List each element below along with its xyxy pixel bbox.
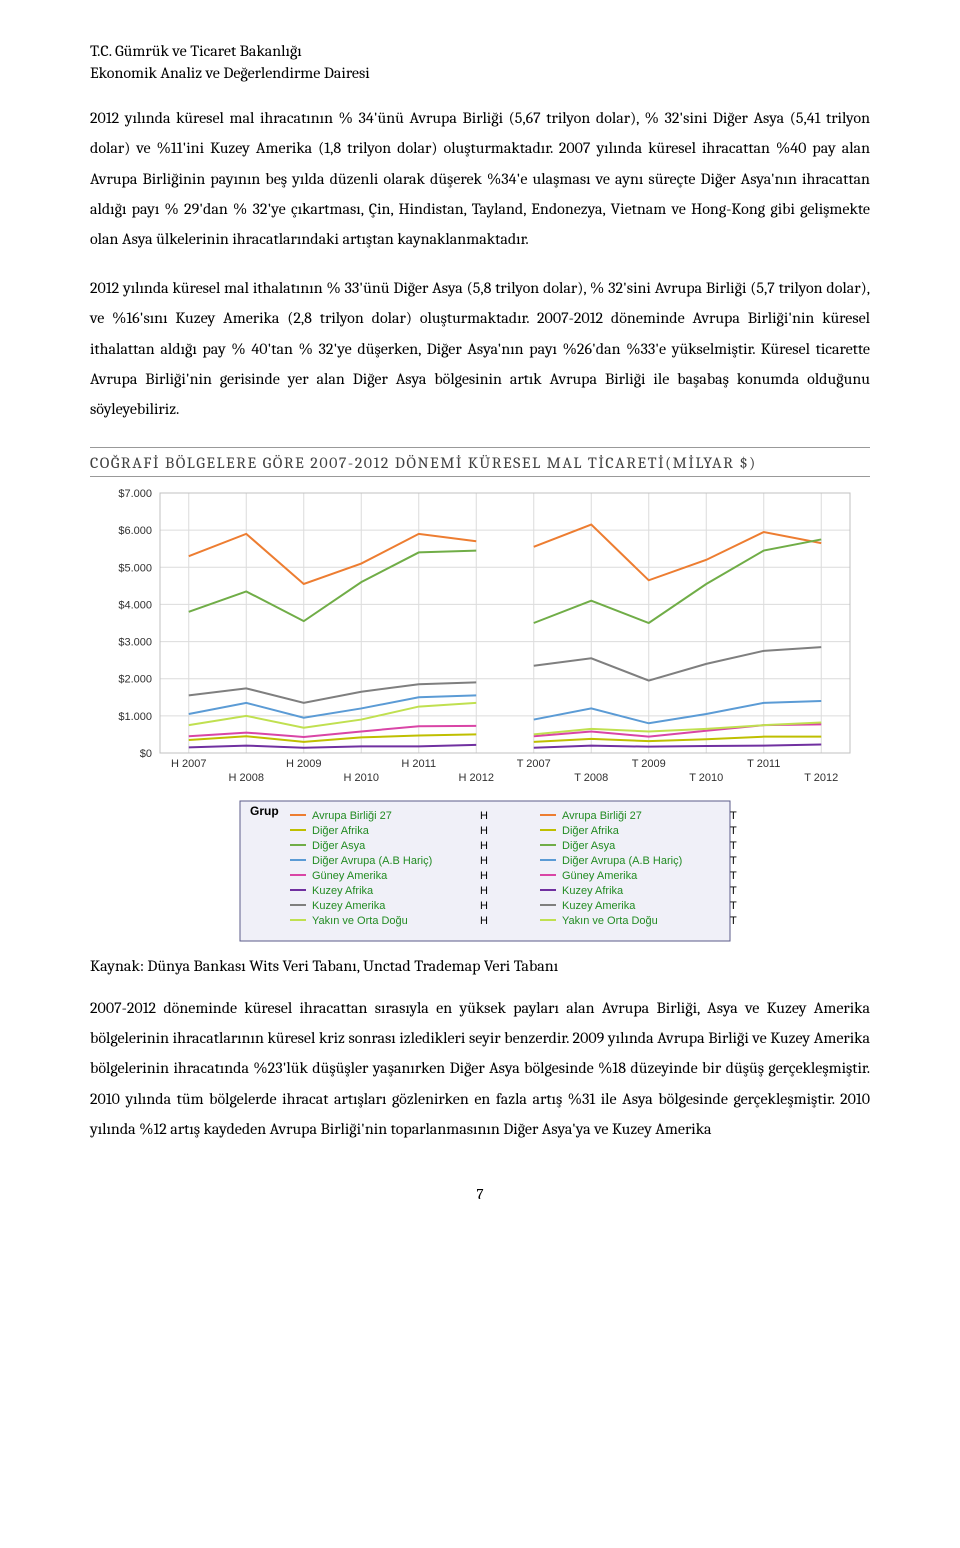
svg-text:$6.000: $6.000 <box>118 525 152 537</box>
header-org: T.C. Gümrük ve Ticaret Bakanlığı <box>90 40 870 62</box>
svg-text:Kuzey Afrika: Kuzey Afrika <box>562 885 624 897</box>
svg-text:Yakın ve Orta Doğu: Yakın ve Orta Doğu <box>312 915 408 927</box>
svg-text:Diğer Asya: Diğer Asya <box>562 840 616 852</box>
svg-text:H 2012: H 2012 <box>459 772 494 784</box>
svg-text:Diğer Afrika: Diğer Afrika <box>562 825 620 837</box>
svg-text:T 2011: T 2011 <box>747 758 780 770</box>
svg-text:H 2010: H 2010 <box>344 772 379 784</box>
svg-text:H: H <box>480 900 488 912</box>
chart-source: Kaynak: Dünya Bankası Wits Veri Tabanı, … <box>90 957 870 975</box>
chart-svg: $0 $1.000 $2.000 $3.000 $4.000 $5.000 $6.000 $7… <box>90 483 870 943</box>
svg-text:H: H <box>480 885 488 897</box>
svg-text:H: H <box>480 810 488 822</box>
svg-text:H: H <box>480 915 488 927</box>
svg-text:H 2008: H 2008 <box>229 772 264 784</box>
svg-text:H 2007: H 2007 <box>171 758 206 770</box>
svg-text:$4.000: $4.000 <box>118 599 152 611</box>
svg-text:$2.000: $2.000 <box>118 673 152 685</box>
svg-text:Avrupa Birliği 27: Avrupa Birliği 27 <box>312 810 392 822</box>
paragraph-1: 2012 yılında küresel mal ihracatının % 3… <box>90 103 870 255</box>
svg-text:Diğer Asya: Diğer Asya <box>312 840 366 852</box>
svg-text:H 2011: H 2011 <box>401 758 436 770</box>
svg-text:Kuzey Afrika: Kuzey Afrika <box>312 885 374 897</box>
svg-text:$0: $0 <box>140 748 152 760</box>
svg-text:Güney Amerika: Güney Amerika <box>312 870 388 882</box>
svg-text:Güney Amerika: Güney Amerika <box>562 870 638 882</box>
svg-text:H 2009: H 2009 <box>286 758 321 770</box>
svg-text:T: T <box>730 810 737 822</box>
svg-text:T 2008: T 2008 <box>574 772 608 784</box>
svg-text:H: H <box>480 870 488 882</box>
page-number: 7 <box>90 1185 870 1203</box>
svg-text:T: T <box>730 840 737 852</box>
svg-text:T: T <box>730 885 737 897</box>
svg-text:H: H <box>480 840 488 852</box>
trade-chart: $0 $1.000 $2.000 $3.000 $4.000 $5.000 $6.000 $7… <box>90 483 870 947</box>
svg-text:T 2007: T 2007 <box>517 758 551 770</box>
header-dept: Ekonomik Analiz ve Değerlendirme Dairesi <box>90 62 870 84</box>
svg-text:Kuzey Amerika: Kuzey Amerika <box>562 900 636 912</box>
svg-text:T: T <box>730 900 737 912</box>
svg-text:T 2009: T 2009 <box>632 758 666 770</box>
svg-text:Yakın ve Orta Doğu: Yakın ve Orta Doğu <box>562 915 658 927</box>
svg-text:T: T <box>730 855 737 867</box>
chart-section-title: COĞRAFİ BÖLGELERE GÖRE 2007-2012 DÖNEMİ … <box>90 447 870 477</box>
svg-text:T 2012: T 2012 <box>804 772 838 784</box>
svg-text:Diğer Avrupa (A.B Hariç): Diğer Avrupa (A.B Hariç) <box>562 855 682 867</box>
paragraph-3: 2007-2012 döneminde küresel ihracattan s… <box>90 993 870 1145</box>
svg-text:Diğer Avrupa (A.B Hariç): Diğer Avrupa (A.B Hariç) <box>312 855 432 867</box>
svg-text:$5.000: $5.000 <box>118 562 152 574</box>
svg-text:Diğer Afrika: Diğer Afrika <box>312 825 370 837</box>
svg-text:Avrupa Birliği 27: Avrupa Birliği 27 <box>562 810 642 822</box>
svg-text:T: T <box>730 870 737 882</box>
svg-text:$1.000: $1.000 <box>118 711 152 723</box>
svg-text:T: T <box>730 915 737 927</box>
svg-text:$7.000: $7.000 <box>118 488 152 500</box>
paragraph-2: 2012 yılında küresel mal ithalatının % 3… <box>90 273 870 425</box>
svg-text:Grup: Grup <box>250 804 279 818</box>
svg-text:$3.000: $3.000 <box>118 636 152 648</box>
svg-text:Kuzey Amerika: Kuzey Amerika <box>312 900 386 912</box>
svg-text:T: T <box>730 825 737 837</box>
svg-text:T 2010: T 2010 <box>689 772 723 784</box>
svg-text:H: H <box>480 855 488 867</box>
svg-text:H: H <box>480 825 488 837</box>
